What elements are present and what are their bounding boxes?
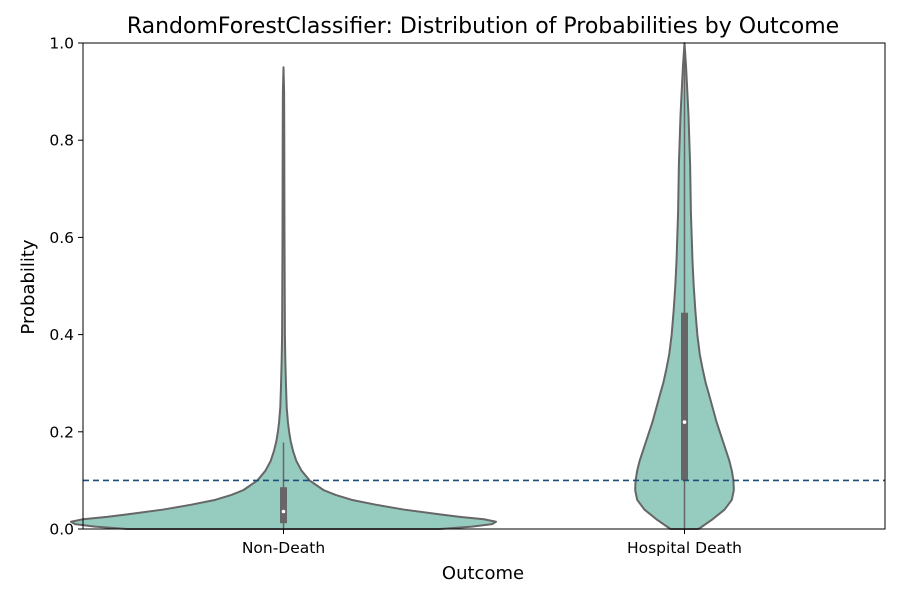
- y-tick-label: 0.0: [49, 521, 74, 539]
- iqr-box: [280, 487, 287, 524]
- violin-non-death: [69, 66, 498, 530]
- y-tick-label: 0.8: [49, 132, 74, 150]
- median-marker: [281, 509, 286, 514]
- y-tick-label: 0.6: [49, 229, 74, 247]
- plot-frame: [82, 42, 886, 530]
- y-tick-label: 0.2: [49, 423, 74, 441]
- x-axis-label: Outcome: [442, 563, 524, 584]
- x-tick-label: Hospital Death: [627, 539, 742, 557]
- axis-ticks: 0.0 0.2 0.4 0.6 0.8 1.0 Non-Death Hospital Deat…: [49, 35, 742, 558]
- y-axis-label: Probability: [18, 239, 39, 334]
- y-tick-label: 1.0: [49, 35, 74, 53]
- median-marker: [682, 420, 687, 424]
- iqr-box: [681, 312, 688, 481]
- plot-area: [69, 42, 885, 530]
- chart-title: RandomForestClassifier: Distribution of …: [127, 14, 839, 39]
- x-tick-label: Non-Death: [242, 539, 325, 557]
- y-tick-label: 0.4: [49, 326, 74, 344]
